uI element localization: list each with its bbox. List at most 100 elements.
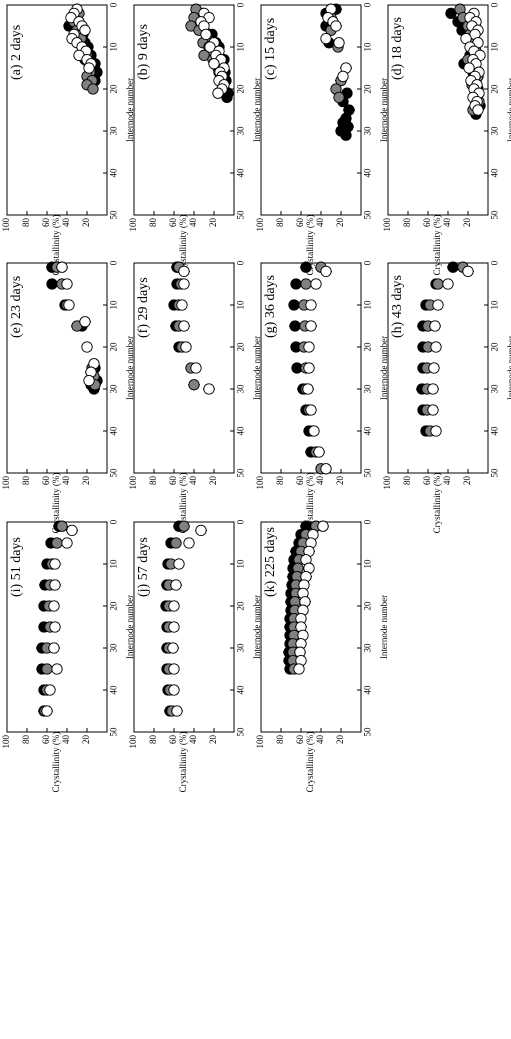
data-point: [63, 299, 75, 311]
series-white: [302, 265, 332, 475]
x-tick-label: 50: [235, 210, 245, 220]
y-tick-label: 40: [442, 476, 452, 486]
plot-frame: [133, 262, 235, 474]
x-tick-label: 50: [235, 727, 245, 737]
data-point: [308, 425, 320, 437]
plot-frame: [260, 4, 362, 216]
data-point: [302, 383, 314, 395]
y-tick-label: 100: [128, 218, 138, 232]
data-point: [49, 558, 61, 570]
series-white: [41, 524, 78, 717]
x-tick-label: 0: [362, 260, 372, 265]
y-tick-label: 20: [208, 218, 218, 228]
panel-title: (d) 18 days: [390, 17, 405, 80]
y-tick-label: 100: [255, 218, 265, 232]
data-point: [300, 278, 312, 290]
data-point: [293, 663, 305, 675]
plot-frame: [6, 4, 108, 216]
x-tick-label: 20: [235, 84, 245, 94]
y-tick-label: 60: [41, 735, 51, 745]
data-point: [427, 383, 439, 395]
data-point: [170, 579, 182, 591]
data-point: [51, 663, 63, 675]
panel-title: (f) 29 days: [136, 277, 151, 338]
data-point: [178, 520, 190, 532]
x-tick-label: 40: [235, 168, 245, 178]
y-tick-label: 20: [81, 735, 91, 745]
x-tick-label: 30: [108, 126, 118, 136]
y-tick-label: 80: [21, 476, 31, 486]
y-tick-label: 100: [255, 735, 265, 749]
data-point: [200, 28, 212, 41]
panel-title: (b) 9 days: [136, 24, 151, 80]
data-point: [320, 265, 332, 278]
y-tick-label: 60: [41, 476, 51, 486]
plot-frame: [260, 521, 362, 733]
data-point: [333, 91, 345, 104]
data-point: [447, 261, 459, 273]
y-tick-label: 80: [148, 476, 158, 486]
data-point: [430, 341, 442, 353]
y-tick-label: 20: [335, 218, 345, 228]
x-axis-label: Internode number: [252, 336, 262, 400]
data-point: [66, 524, 78, 537]
x-tick-label: 40: [489, 168, 499, 178]
data-point: [170, 537, 182, 549]
x-tick-label: 0: [108, 519, 118, 524]
data-point: [430, 425, 442, 437]
x-tick-label: 0: [235, 519, 245, 524]
data-point: [313, 446, 325, 458]
data-point: [290, 278, 302, 290]
panel-b: 100 80 60 40 20 0 10 20 30 40 50 Crystallinity (%) I…: [128, 2, 262, 275]
x-tick-label: 30: [108, 643, 118, 653]
y-tick-label: 100: [1, 218, 11, 232]
data-point: [340, 129, 352, 141]
x-tick-label: 0: [362, 519, 372, 524]
data-point: [432, 278, 444, 290]
plot-frame: [133, 4, 235, 216]
series-white: [320, 3, 352, 83]
data-point: [195, 524, 207, 537]
x-tick-label: 10: [362, 300, 372, 310]
y-tick-label: 80: [21, 735, 31, 745]
x-axis-label: Internode number: [379, 336, 389, 400]
y-tick-label: 80: [275, 476, 285, 486]
data-point: [178, 278, 190, 290]
data-point: [445, 7, 457, 20]
panel-i: 100 80 60 40 20 0 10 20 30 40 50 Crystallinity (%) I…: [1, 519, 135, 792]
data-point: [83, 374, 95, 387]
x-tick-label: 0: [108, 260, 118, 265]
y-axis-label: Crystallinity (%): [51, 732, 61, 793]
y-tick-label: 40: [442, 218, 452, 228]
data-point: [288, 299, 300, 311]
y-tick-label: 60: [422, 218, 432, 228]
y-axis-label: Crystallinity (%): [432, 215, 442, 276]
data-point: [41, 663, 53, 675]
x-tick-label: 20: [108, 342, 118, 352]
x-tick-label: 30: [235, 384, 245, 394]
panel-title: (j) 57 days: [136, 537, 151, 597]
data-point: [188, 379, 200, 391]
data-point: [305, 404, 317, 416]
panel-j: 100 80 60 40 20 0 10 20 30 40 50 Crystallinity (%) I…: [128, 519, 262, 792]
data-point: [176, 299, 188, 311]
panel-title: (k) 225 days: [263, 527, 278, 597]
panel-h: 100 80 60 40 20 0 10 20 30 40 50 Crystallinity (%) I…: [382, 260, 511, 533]
data-point: [51, 537, 63, 549]
x-tick-label: 50: [362, 727, 372, 737]
data-point: [168, 663, 180, 675]
x-tick-label: 20: [362, 84, 372, 94]
data-point: [317, 520, 329, 532]
y-tick-label: 40: [61, 735, 71, 745]
data-point: [303, 341, 315, 353]
panel-g: 100 80 60 40 20 0 10 20 30 40 50 Crystallinity (%) I…: [255, 260, 389, 533]
y-tick-label: 100: [1, 476, 11, 490]
x-tick-label: 10: [108, 300, 118, 310]
data-point: [81, 341, 93, 353]
x-tick-label: 10: [235, 559, 245, 569]
data-point: [337, 70, 349, 83]
y-tick-label: 80: [402, 218, 412, 228]
data-point: [49, 621, 61, 633]
x-tick-label: 10: [489, 300, 499, 310]
data-point: [305, 299, 317, 311]
